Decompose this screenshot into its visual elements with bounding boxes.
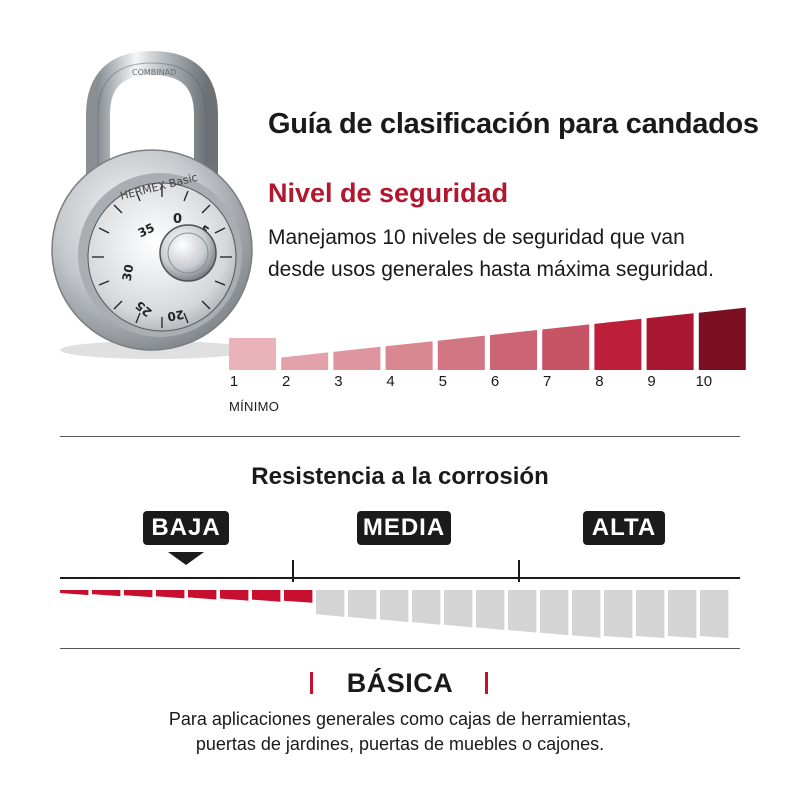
corrosion-bar	[444, 590, 473, 628]
section-divider	[60, 436, 740, 437]
security-level-label-2: 2	[282, 373, 291, 390]
corrosion-bar	[92, 590, 121, 597]
corrosion-bar	[508, 590, 537, 633]
corrosion-bar	[380, 590, 409, 623]
security-level-label-10: 10	[695, 373, 713, 390]
corrosion-bar	[476, 590, 505, 630]
padlock-image: COMBINAD HERMEX Basic 0 35 30 25 20 5	[51, 50, 253, 359]
svg-text:35: 35	[136, 221, 157, 241]
corrosion-bar	[188, 590, 217, 600]
page-title: Guía de clasificación para candados	[268, 108, 759, 140]
corrosion-bar	[348, 590, 377, 620]
scale-tick-medium	[292, 560, 294, 582]
classification-right-mark	[485, 672, 488, 694]
classification-name: BÁSICA	[346, 668, 454, 698]
svg-text:0: 0	[173, 212, 182, 227]
corrosion-bar	[700, 590, 729, 638]
security-level-bar-4	[385, 341, 433, 370]
security-level-label-9: 9	[647, 373, 656, 390]
security-level-label-4: 4	[386, 373, 395, 390]
corrosion-medium-badge: MEDIA	[357, 511, 451, 545]
corrosion-bar	[412, 590, 441, 625]
corrosion-scale-line	[60, 577, 740, 579]
corrosion-bar	[668, 590, 697, 638]
selected-indicator-icon	[168, 552, 204, 565]
minimum-label: MÍNIMO	[229, 399, 280, 414]
corrosion-bar	[636, 590, 665, 638]
security-level-bar-5	[437, 335, 485, 370]
security-level-heading: Nivel de seguridad	[268, 178, 509, 208]
security-level-label-6: 6	[490, 373, 500, 390]
corrosion-heading: Resistencia a la corrosión	[251, 463, 549, 490]
security-level-label-5: 5	[438, 373, 447, 390]
security-level-bar-10	[698, 307, 746, 370]
corrosion-low-badge: BAJA	[143, 511, 229, 545]
corrosion-bar	[220, 590, 249, 601]
security-level-bar-9	[646, 313, 694, 370]
security-level-bar-2	[281, 352, 329, 370]
security-level-bar-1	[229, 338, 276, 370]
corrosion-bar	[540, 590, 569, 636]
corrosion-bar	[124, 590, 153, 598]
corrosion-bar	[252, 590, 281, 602]
security-level-label-8: 8	[595, 373, 604, 390]
security-level-bar-3	[333, 346, 381, 370]
security-level-label-1: 1	[229, 373, 239, 390]
corrosion-bar	[60, 590, 89, 596]
corrosion-bar	[604, 590, 633, 638]
section-divider-bottom	[60, 648, 740, 649]
corrosion-bars	[60, 590, 729, 638]
svg-text:20: 20	[166, 307, 185, 324]
classification-left-mark	[310, 672, 313, 694]
scale-tick-high	[518, 560, 520, 582]
corrosion-bar	[284, 590, 313, 603]
corrosion-bar	[572, 590, 601, 638]
corrosion-bar	[316, 590, 345, 617]
security-level-bars	[229, 307, 746, 370]
security-level-bar-6	[490, 330, 537, 370]
security-level-bar-7	[542, 324, 590, 370]
svg-text:COMBINAD: COMBINAD	[132, 68, 176, 77]
corrosion-bar	[156, 590, 185, 599]
security-level-label-7: 7	[543, 373, 552, 390]
classification-description: Para aplicaciones generales como cajas d…	[168, 709, 632, 754]
svg-text:30: 30	[120, 263, 137, 282]
corrosion-high-badge: ALTA	[583, 511, 665, 545]
security-level-bar-8	[594, 318, 642, 370]
security-level-description: Manejamos 10 niveles de seguridad que va…	[268, 226, 714, 281]
security-level-label-3: 3	[334, 373, 343, 390]
